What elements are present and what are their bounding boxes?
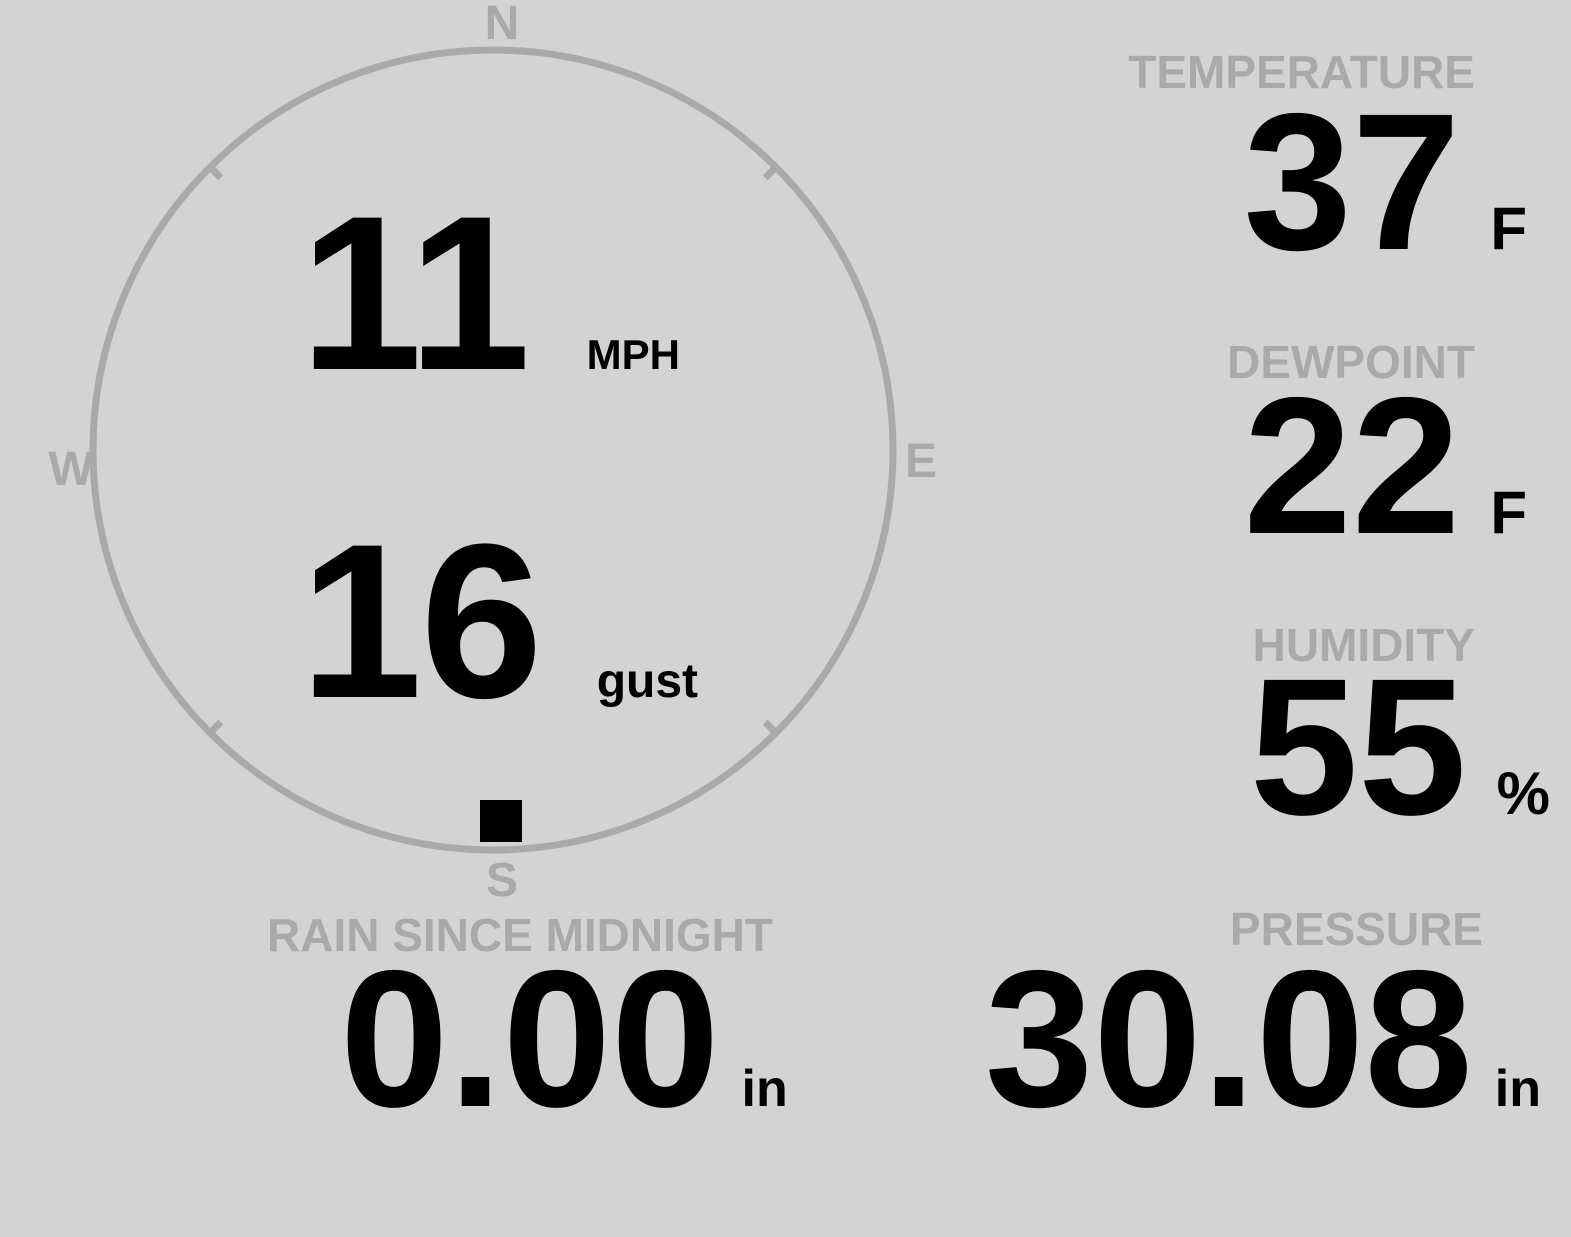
wind-direction-marker — [480, 800, 522, 842]
humidity-section: HUMIDITY 55 % — [850, 622, 1550, 845]
wind-gust-value: 16 — [300, 498, 543, 744]
wind-gust-unit: gust — [596, 655, 699, 708]
dewpoint-label: DEWPOINT — [1227, 336, 1475, 388]
pressure-value: 30.08 — [984, 930, 1473, 1148]
rain-label: RAIN SINCE MIDNIGHT — [267, 909, 773, 961]
humidity-label: HUMIDITY — [1252, 619, 1475, 671]
wind-gust: 16 gust — [300, 511, 698, 731]
temperature-unit: F — [1490, 195, 1527, 262]
cardinal-label-west: W — [48, 443, 94, 496]
wind-speed-unit: MPH — [586, 331, 680, 378]
pressure-label: PRESSURE — [1229, 903, 1483, 955]
pressure-section: PRESSURE 30.08 in — [781, 906, 1541, 1137]
humidity-value: 55 — [1249, 638, 1467, 856]
compass-tick-ne — [762, 163, 780, 181]
dewpoint-section: DEWPOINT 22 F — [827, 339, 1527, 564]
pressure-unit: in — [1494, 1060, 1541, 1118]
compass-tick-sw — [206, 719, 224, 737]
rain-section: RAIN SINCE MIDNIGHT 0.00 in — [240, 912, 800, 1137]
wind-speed-value: 11 — [300, 170, 531, 416]
compass-circle — [89, 46, 897, 854]
compass-tick-se — [762, 719, 780, 737]
temperature-value: 37 — [1243, 73, 1461, 291]
rain-value: 0.00 — [340, 930, 720, 1148]
cardinal-label-east: E — [904, 435, 937, 488]
temperature-label: TEMPERATURE — [1128, 46, 1475, 98]
cardinal-label-south: S — [485, 854, 518, 907]
dewpoint-unit: F — [1490, 479, 1527, 546]
temperature-section: TEMPERATURE 37 F — [827, 49, 1527, 280]
humidity-unit: % — [1496, 760, 1550, 827]
wind-speed: 11 MPH — [300, 183, 680, 403]
compass-tick-nw — [206, 163, 224, 181]
rain-unit: in — [741, 1060, 788, 1118]
cardinal-label-north: N — [484, 0, 520, 50]
dewpoint-value: 22 — [1243, 357, 1461, 575]
